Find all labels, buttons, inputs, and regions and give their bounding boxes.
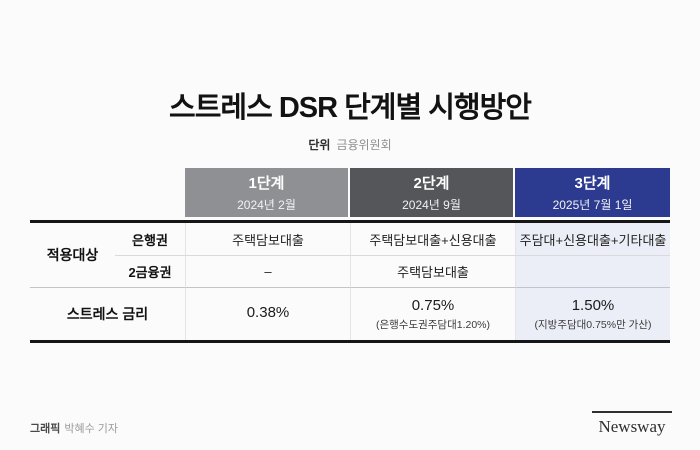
page-title: 스트레스 DSR 단계별 시행방안 <box>169 92 532 124</box>
rate-note-stage2: (은행수도권주담대1.20%) <box>375 318 491 331</box>
cell-nonbank-stage3 <box>515 256 670 288</box>
rate-value-stage3: 1.50% <box>571 296 615 314</box>
unit-caption: 단위 금융위원회 <box>0 136 700 153</box>
table-body: 적용대상 은행권 주택담보대출 주택담보대출+신용대출 주담대+신용대출+기타대… <box>30 220 670 343</box>
stage-2-date: 2024년 9월 <box>402 198 461 212</box>
rate-value-stage2: 0.75% <box>411 296 455 314</box>
cell-rate-stage3: 1.50% (지방주담대0.75%만 가산) <box>515 288 670 340</box>
stage-1-date: 2024년 2월 <box>237 198 296 212</box>
graphic-credit: 그래픽 박혜수 기자 <box>30 420 118 436</box>
header-stage-3: 3단계 2025년 7월 1일 <box>515 168 670 217</box>
header-stage-2: 2단계 2024년 9월 <box>350 168 513 217</box>
credit-label: 그래픽 <box>30 423 61 435</box>
stage-3-date: 2025년 7월 1일 <box>552 198 633 212</box>
dsr-table: 1단계 2024년 2월 2단계 2024년 9월 3단계 2025년 7월 1… <box>30 168 670 343</box>
stage-3-title: 3단계 <box>574 175 611 192</box>
newsway-logo: Newsway <box>592 411 672 437</box>
table-header: 1단계 2024년 2월 2단계 2024년 9월 3단계 2025년 7월 1… <box>30 168 670 217</box>
rate-note-stage3: (지방주담대0.75%만 가산) <box>534 318 652 331</box>
cell-rate-stage1: 0.38% <box>185 288 350 340</box>
row-label-rate: 스트레스 금리 <box>66 306 149 322</box>
rate-value-stage1: 0.38% <box>246 304 290 321</box>
cell-bank-stage2: 주택담보대출+신용대출 <box>350 223 515 256</box>
row-group-label: 적용대상 <box>30 223 115 288</box>
unit-label: 단위 <box>308 138 331 152</box>
unit-value: 금융위원회 <box>336 138 392 152</box>
header-spacer <box>30 168 185 217</box>
cell-bank-stage3: 주담대+신용대출+기타대출 <box>515 223 670 256</box>
cell-nonbank-stage2: 주택담보대출 <box>350 256 515 288</box>
cell-rate-stage2: 0.75% (은행수도권주담대1.20%) <box>350 288 515 340</box>
cell-bank-stage1: 주택담보대출 <box>185 223 350 256</box>
row-label-bank: 은행권 <box>115 223 185 256</box>
row-label-nonbank: 2금융권 <box>115 256 185 288</box>
stage-1-title: 1단계 <box>248 175 285 192</box>
stage-2-title: 2단계 <box>413 175 450 192</box>
cell-nonbank-stage1: – <box>185 256 350 288</box>
header-stage-1: 1단계 2024년 2월 <box>185 168 348 217</box>
credit-value: 박혜수 기자 <box>64 423 119 435</box>
